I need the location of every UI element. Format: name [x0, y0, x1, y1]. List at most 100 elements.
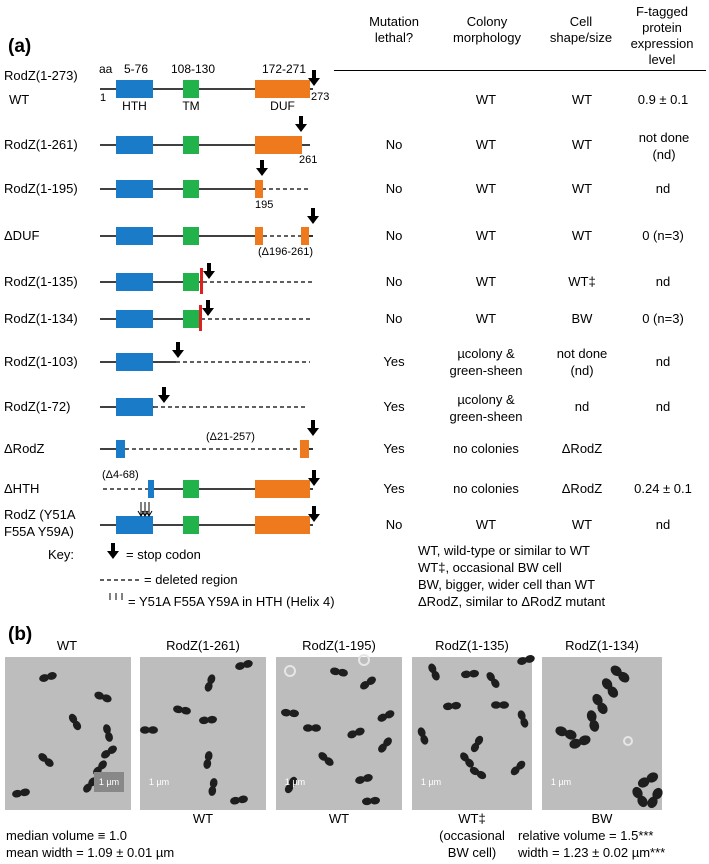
duf-domain — [255, 480, 310, 498]
key-deleted: = deleted region — [144, 572, 238, 587]
hth-domain — [116, 80, 153, 98]
hth-domain — [116, 227, 153, 245]
row-note: (Δ4-68) — [102, 469, 139, 481]
hth-domain — [116, 310, 153, 328]
expression-cell: 0 (n=3) — [642, 228, 684, 243]
image-shape-note: BW cell) — [447, 845, 497, 860]
duf-domain — [300, 440, 309, 458]
wt-stat: mean width = 1.09 ± 0.01 µm — [6, 845, 175, 860]
lethal-cell: Yes — [383, 481, 405, 496]
shape-cell: ΔRodZ — [561, 441, 603, 456]
lethal-cell: No — [385, 311, 403, 326]
scale-bar: 1 µm — [94, 772, 124, 792]
expression-cell: 0.24 ± 0.1 — [634, 481, 692, 496]
micrograph-1-195 — [276, 654, 402, 810]
bw-stat: relative volume = 1.5*** — [518, 828, 654, 843]
shape-cell: ΔRodZ — [561, 481, 603, 496]
row-name: RodZ(1-135) — [4, 274, 78, 289]
expression-cell: 0.9 ± 0.1 — [637, 92, 689, 107]
lethal-cell: No — [385, 137, 403, 152]
lethal-cell: Yes — [383, 354, 405, 369]
image-shape-label: WT‡ — [458, 811, 486, 826]
row-note: 195 — [255, 199, 274, 211]
tm-name: TM — [182, 99, 200, 113]
wt-stat: median volume ≡ 1.0 — [6, 828, 128, 843]
colony-cell: WT — [475, 274, 497, 289]
row-name: RodZ(1-195) — [4, 181, 78, 196]
hth-domain — [116, 353, 153, 371]
row-name: RodZ(1-103) — [4, 354, 78, 369]
lethal-cell: Yes — [383, 399, 405, 414]
tm-domain — [183, 136, 199, 154]
micrograph-1-135 — [412, 654, 536, 810]
key-mutation: = Y51A F55A Y59A in HTH (Helix 4) — [128, 594, 335, 609]
row-name: ΔDUF — [4, 228, 40, 243]
diagram-row-1-103 — [100, 342, 310, 371]
tm-range: 108-130 — [170, 62, 216, 76]
micrograph-1-261 — [140, 657, 266, 810]
expression-cell: nd — [655, 399, 671, 414]
lethal-cell: No — [385, 181, 403, 196]
row-name: ΔHTH — [4, 481, 40, 496]
hth-domain — [116, 180, 153, 198]
panel-b-label: (b) — [8, 624, 33, 645]
row-name: RodZ (Y51A F55A Y59A) — [4, 507, 75, 539]
bw-stat: width = 1.23 ± 0.02 µm*** — [518, 845, 666, 860]
domain-diagrams — [100, 70, 320, 600]
image-title: WT — [56, 638, 78, 653]
legend-line: WT, wild-type or similar to WT — [418, 543, 590, 558]
expression-cell: not done (nd) — [638, 130, 690, 162]
tm-domain — [183, 310, 199, 328]
tm-domain — [183, 516, 199, 534]
expression-cell: nd — [655, 517, 671, 532]
image-shape-label: WT — [328, 811, 350, 826]
colony-cell: µcolony & green-sheen — [449, 346, 523, 378]
duf-domain — [255, 180, 263, 198]
colony-cell: WT — [475, 311, 497, 326]
micrograph-1-134 — [542, 657, 665, 810]
tm-domain — [183, 480, 199, 498]
row-name: RodZ(1-72) — [4, 399, 71, 414]
hth-domain — [116, 440, 125, 458]
duf-domain — [255, 80, 310, 98]
header-lethal: Mutation lethal? — [369, 14, 419, 45]
image-title: RodZ(1-195) — [302, 638, 376, 653]
diagram-row-wt — [100, 70, 320, 98]
duf-range: 172-271 — [261, 62, 307, 76]
colony-cell: WT — [475, 517, 497, 532]
diagram-row-1-134 — [100, 300, 312, 331]
row-subname: WT — [9, 92, 30, 107]
diagram-row-1-261 — [100, 116, 310, 154]
colony-cell: WT — [475, 92, 497, 107]
hth-domain — [116, 136, 153, 154]
legend-line: BW, bigger, wider cell than WT — [418, 577, 596, 592]
scale-bar: 1 µm — [420, 777, 442, 787]
hth-domain — [148, 480, 154, 498]
diagram-row-1-195 — [100, 160, 310, 198]
header-shape: Cell shape/size — [549, 14, 613, 45]
legend-line: ΔRodZ, similar to ΔRodZ mutant — [418, 594, 606, 609]
header-expression: F-tagged protein expression level — [630, 4, 694, 67]
tm-domain — [183, 80, 199, 98]
shape-cell: WT — [571, 228, 593, 243]
image-title: RodZ(1-135) — [435, 638, 509, 653]
duf-domain — [255, 227, 263, 245]
colony-cell: WT — [475, 137, 497, 152]
duf-domain — [301, 227, 309, 245]
colony-cell: no colonies — [453, 481, 519, 496]
shape-cell: WT — [571, 137, 593, 152]
shape-cell: BW — [571, 311, 593, 326]
duf-name: DUF — [270, 99, 295, 113]
shape-cell: not done (nd) — [556, 346, 608, 378]
hth-domain — [116, 273, 153, 291]
image-title: RodZ(1-261) — [166, 638, 240, 653]
diagram-row-1-72 — [100, 387, 306, 416]
hth-domain — [116, 516, 153, 534]
tm-domain — [183, 227, 199, 245]
image-shape-note: (occasional — [439, 828, 505, 843]
lethal-cell: No — [385, 517, 403, 532]
key-stop: = stop codon — [126, 547, 201, 562]
key-title: Key: — [48, 547, 75, 562]
colony-cell: WT — [475, 181, 497, 196]
